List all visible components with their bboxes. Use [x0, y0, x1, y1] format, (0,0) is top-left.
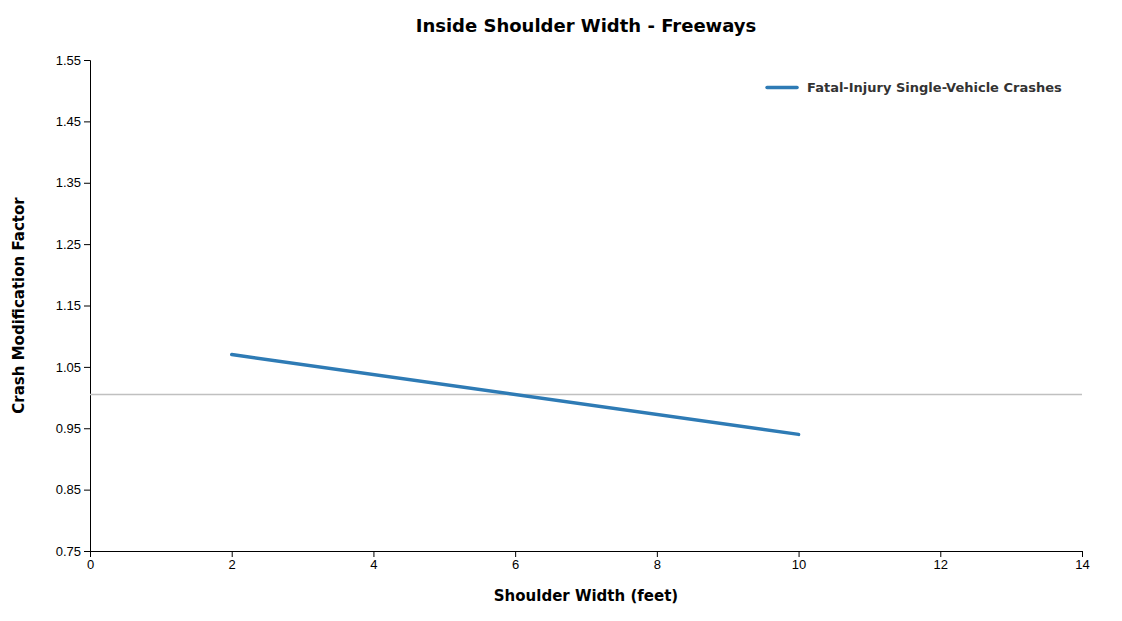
x-tick: 14: [1075, 551, 1089, 572]
y-tick-mark: [84, 306, 90, 307]
x-tick: 4: [370, 551, 377, 572]
x-tick-mark: [1082, 551, 1083, 557]
x-tick-mark: [799, 551, 800, 557]
legend-label: Fatal-Injury Single-Vehicle Crashes: [807, 80, 1062, 95]
x-tick-mark: [657, 551, 658, 557]
series-line: [232, 355, 799, 435]
y-tick-mark: [84, 60, 90, 61]
x-tick-label: 14: [1075, 557, 1089, 572]
x-tick: 0: [87, 551, 94, 572]
x-axis-line: [91, 552, 1083, 558]
x-axis-label: Shoulder Width (feet): [494, 587, 678, 605]
chart: 0 2 4 6 8 10 12 14 0.75 0.85 0.95 1.05 1.15 1.25 1.35 1…: [0, 0, 1122, 621]
y-tick-label: 1.35: [56, 175, 81, 190]
y-tick-mark: [84, 244, 90, 245]
y-tick-label: 0.95: [56, 421, 81, 436]
y-tick-mark: [84, 428, 90, 429]
y-tick-mark: [84, 183, 90, 184]
y-tick: 0.95: [56, 421, 90, 436]
y-tick: 1.25: [56, 237, 90, 252]
x-tick-label: 12: [934, 557, 948, 572]
y-tick: 1.05: [56, 360, 90, 375]
x-tick-mark: [940, 551, 941, 557]
x-tick: 8: [654, 551, 661, 572]
y-tick-label: 1.45: [56, 114, 81, 129]
title: Inside Shoulder Width - Freeways: [416, 15, 757, 36]
marks: [90, 355, 1082, 435]
y-tick-mark: [84, 490, 90, 491]
legend: Fatal-Injury Single-Vehicle Crashes: [767, 80, 1062, 95]
x-tick-mark: [515, 551, 516, 557]
x-tick-mark: [232, 551, 233, 557]
legend-item: Fatal-Injury Single-Vehicle Crashes: [767, 80, 1062, 95]
y-tick-label: 0.85: [56, 482, 81, 497]
x-tick: 10: [792, 551, 806, 572]
x-tick-mark: [373, 551, 374, 557]
x-tick-label: 6: [512, 557, 519, 572]
x-tick-label: 10: [792, 557, 806, 572]
y-tick-label: 1.25: [56, 237, 81, 252]
y-tick: 1.35: [56, 175, 90, 190]
y-tick-label: 1.05: [56, 360, 81, 375]
x-tick-label: 0: [87, 557, 94, 572]
reference-line: [90, 394, 1082, 396]
y-tick: 1.45: [56, 114, 90, 129]
x-tick-label: 2: [229, 557, 236, 572]
x-tick: 12: [934, 551, 948, 572]
y-tick: 0.75: [56, 544, 90, 559]
y-tick-mark: [84, 121, 90, 122]
x-axis: 0 2 4 6 8 10 12 14: [87, 551, 1090, 572]
y-tick-mark: [84, 551, 90, 552]
y-tick: 1.55: [56, 53, 90, 68]
y-axis-line: [84, 61, 91, 552]
x-tick-label: 8: [654, 557, 661, 572]
y-tick: 1.15: [56, 298, 90, 313]
y-tick-label: 0.75: [56, 544, 81, 559]
y-axis: 0.75 0.85 0.95 1.05 1.15 1.25 1.35 1.45 1.55: [56, 53, 91, 559]
y-tick-label: 1.15: [56, 298, 81, 313]
y-tick-mark: [84, 367, 90, 368]
plot: 0 2 4 6 8 10 12 14 0.75 0.85 0.95 1.05 1.15 1.25 1.35 1…: [56, 53, 1090, 573]
x-tick: 6: [512, 551, 519, 572]
x-tick-label: 4: [370, 557, 377, 572]
y-tick-label: 1.55: [56, 53, 81, 68]
legend-swatch: [767, 86, 797, 90]
y-tick: 0.85: [56, 482, 90, 497]
x-tick: 2: [229, 551, 236, 572]
y-axis-label: Crash Modification Factor: [10, 197, 28, 414]
